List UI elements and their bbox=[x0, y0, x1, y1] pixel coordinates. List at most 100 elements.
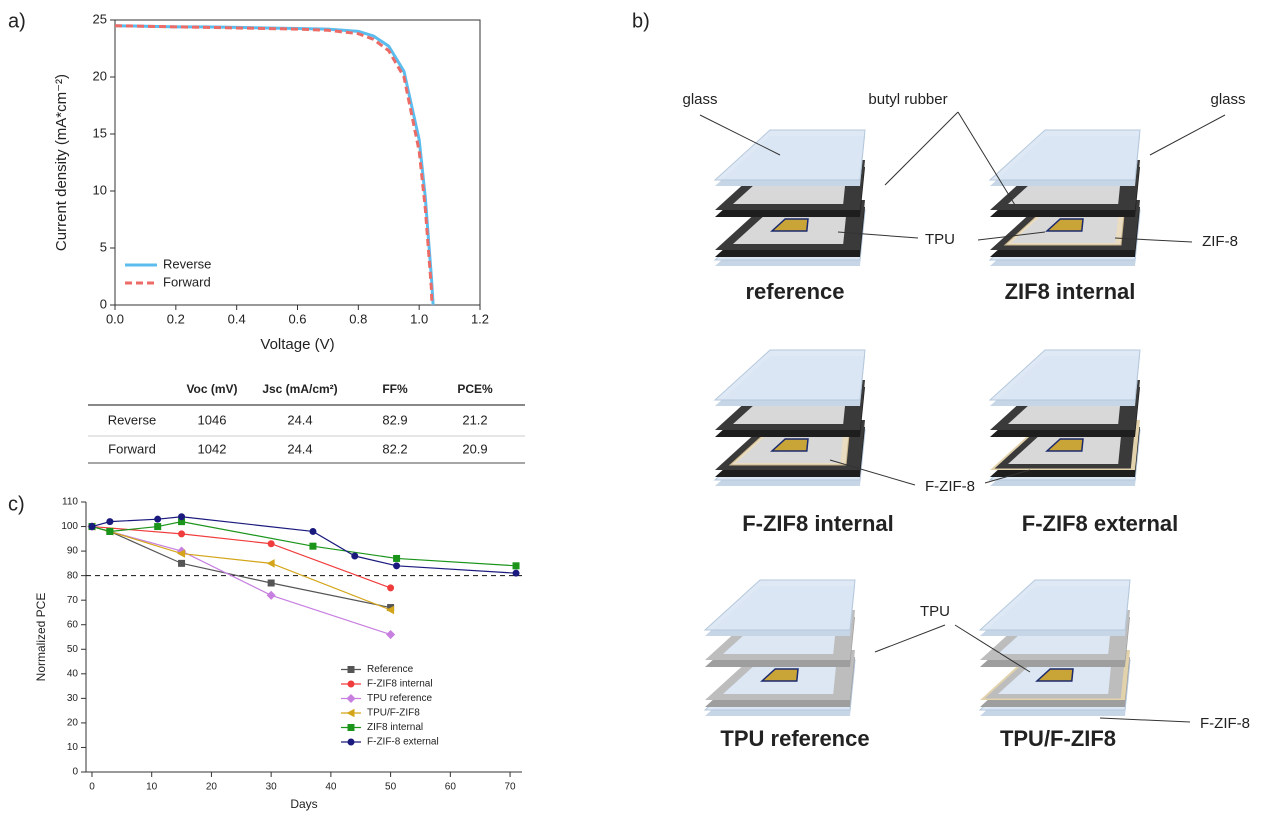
marker bbox=[154, 515, 162, 523]
panel-label: b) bbox=[632, 10, 650, 32]
legend-label: Reference bbox=[367, 664, 414, 675]
x-tick-label: 0.0 bbox=[106, 311, 124, 326]
x-tick-label: 70 bbox=[504, 782, 516, 793]
y-tick-label: 0 bbox=[100, 296, 107, 311]
y-tick-label: 110 bbox=[62, 497, 78, 508]
callout-label: ZIF-8 bbox=[1202, 233, 1238, 250]
series-line bbox=[91, 525, 391, 636]
device bbox=[770, 218, 809, 232]
x-tick-label: 1.2 bbox=[471, 311, 489, 326]
device bbox=[770, 438, 809, 452]
marker bbox=[347, 724, 355, 731]
callout-label: F-ZIF-8 bbox=[925, 478, 975, 495]
callout-line bbox=[837, 231, 919, 239]
panel-label: a) bbox=[8, 10, 26, 32]
callout-label: TPU bbox=[925, 231, 955, 248]
marker bbox=[177, 549, 186, 558]
y-tick-label: 15 bbox=[93, 125, 107, 140]
marker bbox=[267, 579, 275, 587]
stack-title: F-ZIF8 internal bbox=[742, 511, 894, 536]
marker bbox=[346, 708, 355, 718]
y-tick-label: 20 bbox=[67, 718, 79, 729]
table-cell: 1046 bbox=[198, 412, 227, 427]
marker bbox=[387, 604, 395, 612]
y-axis-label: Normalized PCE bbox=[34, 593, 48, 682]
y-tick-label: 90 bbox=[67, 546, 79, 557]
table-header: PCE% bbox=[457, 382, 493, 396]
device bbox=[1045, 438, 1084, 452]
callout-label: glass bbox=[682, 91, 717, 108]
callout-label: butyl rubber bbox=[868, 91, 947, 108]
x-tick-label: 40 bbox=[325, 782, 337, 793]
glass-plate bbox=[978, 579, 1131, 631]
marker bbox=[351, 552, 359, 560]
callout-line bbox=[1149, 114, 1226, 156]
y-tick-label: 80 bbox=[67, 570, 79, 581]
y-tick-label: 25 bbox=[93, 11, 107, 26]
y-axis-label: Current density (mA*cm⁻²) bbox=[53, 74, 70, 251]
marker bbox=[178, 559, 186, 567]
legend-label: F-ZIF8 internal bbox=[367, 679, 433, 690]
marker bbox=[347, 738, 355, 746]
series-line bbox=[91, 525, 391, 589]
callout-line bbox=[699, 114, 781, 156]
table-cell: 20.9 bbox=[462, 441, 487, 456]
marker bbox=[347, 666, 355, 673]
legend-label: TPU reference bbox=[367, 693, 432, 704]
marker bbox=[106, 518, 114, 526]
x-tick-label: 0.4 bbox=[228, 311, 246, 326]
glass-plate bbox=[703, 579, 856, 631]
legend-label: Reverse bbox=[163, 256, 211, 271]
callout-line bbox=[884, 111, 959, 186]
x-tick-label: 0.8 bbox=[349, 311, 367, 326]
table-cell: 1042 bbox=[198, 441, 227, 456]
marker bbox=[347, 680, 355, 688]
marker bbox=[88, 523, 96, 531]
legend-label: Forward bbox=[163, 274, 211, 289]
marker bbox=[309, 542, 317, 550]
table-cell: 24.4 bbox=[287, 412, 312, 427]
stack-title: reference bbox=[745, 279, 844, 304]
callout-label: glass bbox=[1210, 91, 1245, 108]
y-tick-label: 10 bbox=[67, 742, 79, 753]
legend-label: TPU/F-ZIF8 bbox=[367, 708, 420, 719]
x-tick-label: 60 bbox=[445, 782, 457, 793]
marker bbox=[393, 554, 401, 562]
stack-title: F-ZIF8 external bbox=[1022, 511, 1178, 536]
stack-title: TPU/F-ZIF8 bbox=[1000, 726, 1116, 751]
glass-plate bbox=[713, 349, 866, 401]
y-tick-label: 70 bbox=[67, 595, 79, 606]
x-axis-label: Voltage (V) bbox=[260, 336, 334, 353]
callout-line bbox=[957, 111, 1016, 206]
y-tick-label: 10 bbox=[93, 182, 107, 197]
glass-plate bbox=[713, 129, 866, 181]
y-tick-label: 100 bbox=[61, 521, 78, 532]
legend-label: F-ZIF-8 external bbox=[367, 737, 439, 748]
series-line bbox=[91, 516, 517, 574]
marker bbox=[266, 559, 275, 568]
stack-title: ZIF8 internal bbox=[1005, 279, 1136, 304]
glass-plate bbox=[988, 349, 1141, 401]
callout-line bbox=[977, 231, 1046, 241]
x-tick-label: 0.6 bbox=[288, 311, 306, 326]
y-tick-label: 5 bbox=[100, 239, 107, 254]
marker bbox=[154, 523, 162, 531]
x-tick-label: 30 bbox=[266, 782, 278, 793]
callout-label: F-ZIF-8 bbox=[1200, 715, 1250, 732]
table-row-label: Reverse bbox=[108, 412, 156, 427]
callout-line bbox=[1099, 717, 1191, 723]
series-line bbox=[114, 24, 434, 306]
table-cell: 24.4 bbox=[287, 441, 312, 456]
marker bbox=[267, 540, 275, 548]
glass-plate bbox=[988, 129, 1141, 181]
y-tick-label: 0 bbox=[72, 767, 78, 778]
table-row-label: Forward bbox=[108, 441, 156, 456]
y-tick-label: 40 bbox=[67, 668, 79, 679]
x-axis-label: Days bbox=[290, 797, 317, 811]
marker bbox=[178, 518, 186, 526]
table-cell: 82.2 bbox=[382, 441, 407, 456]
x-tick-label: 0.2 bbox=[167, 311, 185, 326]
table-cell: 21.2 bbox=[462, 412, 487, 427]
marker bbox=[178, 530, 186, 538]
